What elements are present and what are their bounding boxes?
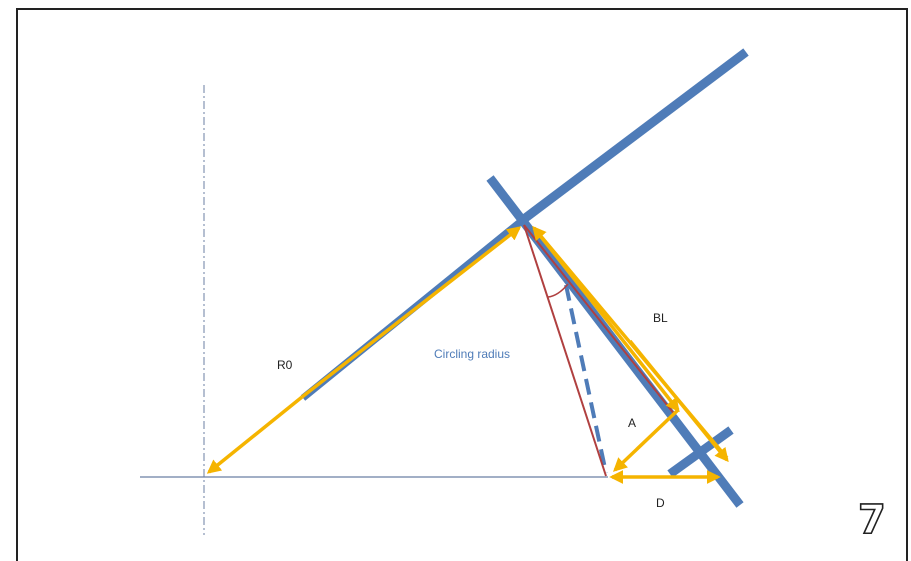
d-label: D <box>656 496 665 510</box>
angle-arc <box>547 283 569 298</box>
circling-radius-label: Circling radius <box>434 347 511 361</box>
red-line-left <box>523 224 607 477</box>
bl-arrow-inner <box>532 226 680 413</box>
a-arrow <box>612 408 680 472</box>
page-number: 7 <box>857 497 886 543</box>
bl-label: BL <box>653 311 668 325</box>
lower-cross-bar <box>667 426 734 478</box>
r0-arrow-upper <box>300 226 522 399</box>
r0-arrow <box>206 395 304 474</box>
r0-label: R0 <box>277 358 293 372</box>
dashed-blade-line <box>564 284 608 474</box>
upper-wing-bar <box>517 48 749 226</box>
frame-border <box>16 8 908 561</box>
a-label: A <box>628 416 637 430</box>
red-line-right <box>523 224 676 416</box>
